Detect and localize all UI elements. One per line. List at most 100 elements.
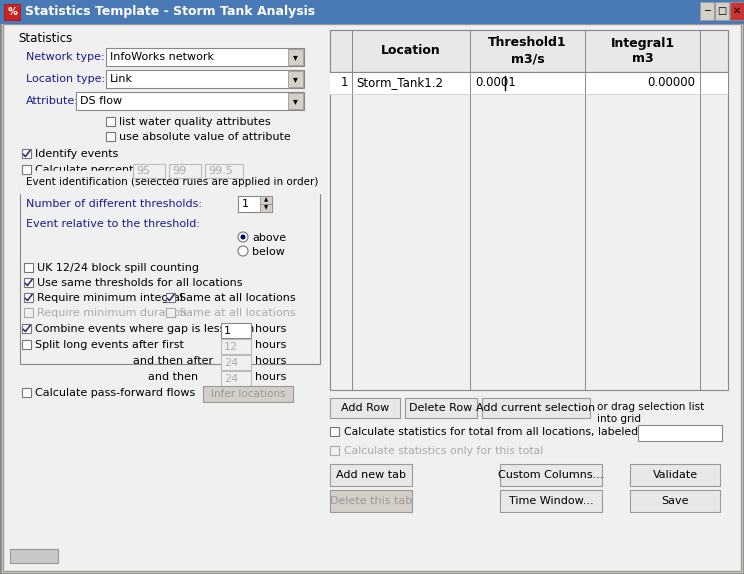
- Text: 95: 95: [136, 166, 150, 176]
- Text: Event identification (selected rules are applied in order): Event identification (selected rules are…: [26, 177, 318, 187]
- Text: 1: 1: [224, 325, 231, 335]
- Bar: [24, 293, 33, 302]
- Text: Time Window...: Time Window...: [509, 496, 593, 506]
- Text: DS flow: DS flow: [80, 96, 122, 106]
- Text: 24: 24: [224, 374, 238, 383]
- Text: below: below: [252, 247, 285, 257]
- Bar: [76, 92, 304, 110]
- Text: 1: 1: [341, 76, 348, 90]
- Text: Infer locations: Infer locations: [211, 389, 285, 399]
- Text: and then: and then: [148, 372, 198, 382]
- Text: 99.5: 99.5: [208, 166, 233, 176]
- Text: 0.0001: 0.0001: [475, 76, 516, 90]
- Text: or drag selection list
into grid: or drag selection list into grid: [597, 402, 705, 424]
- Bar: [10, 549, 58, 563]
- Bar: [24, 263, 33, 272]
- Text: Add new tab: Add new tab: [336, 470, 406, 480]
- Bar: [106, 70, 304, 88]
- Bar: [730, 2, 744, 20]
- Text: above: above: [252, 233, 286, 243]
- Text: ▼: ▼: [264, 205, 268, 211]
- Text: UK 12/24 block spill counting: UK 12/24 block spill counting: [37, 263, 199, 273]
- Bar: [405, 398, 477, 418]
- Text: Validate: Validate: [652, 470, 698, 480]
- Bar: [221, 371, 251, 386]
- Text: Event relative to the threshold:: Event relative to the threshold:: [26, 219, 200, 229]
- Bar: [221, 355, 251, 370]
- Bar: [330, 490, 412, 512]
- Bar: [500, 464, 602, 486]
- Text: Threshold1
m3/s: Threshold1 m3/s: [488, 37, 567, 65]
- Text: Combine events where gap is less than: Combine events where gap is less than: [35, 324, 254, 334]
- Text: InfoWorks network: InfoWorks network: [110, 52, 214, 62]
- Text: Identify events: Identify events: [35, 149, 118, 159]
- Text: Add Row: Add Row: [341, 403, 389, 413]
- Bar: [260, 196, 272, 204]
- Bar: [22, 324, 31, 333]
- Bar: [24, 278, 33, 287]
- Circle shape: [238, 232, 248, 242]
- Bar: [203, 386, 293, 402]
- Text: and then after: and then after: [133, 356, 213, 366]
- Bar: [500, 490, 602, 512]
- Bar: [288, 71, 303, 87]
- Text: 1: 1: [242, 199, 249, 209]
- Text: Link: Link: [110, 74, 133, 84]
- Bar: [221, 339, 251, 354]
- Text: ▾: ▾: [293, 96, 298, 107]
- Text: Add current selection: Add current selection: [476, 403, 595, 413]
- Text: Custom Columns...: Custom Columns...: [498, 470, 603, 480]
- Bar: [330, 30, 728, 72]
- Text: Calculate percentiles:: Calculate percentiles:: [35, 165, 156, 175]
- Text: hours: hours: [255, 372, 286, 382]
- Bar: [22, 388, 31, 397]
- Text: Statistics: Statistics: [18, 32, 72, 45]
- Bar: [700, 2, 714, 20]
- Text: Require minimum integral: Require minimum integral: [37, 293, 183, 303]
- Text: hours: hours: [255, 324, 286, 334]
- Bar: [330, 446, 339, 455]
- Text: Number of different thresholds:: Number of different thresholds:: [26, 199, 202, 209]
- Bar: [630, 464, 720, 486]
- Bar: [133, 164, 165, 178]
- Text: Delete Row: Delete Row: [409, 403, 472, 413]
- Text: Network type:: Network type:: [26, 52, 105, 62]
- Text: use absolute value of attribute: use absolute value of attribute: [119, 132, 291, 142]
- Text: Attribute:: Attribute:: [26, 96, 79, 106]
- Text: 24: 24: [224, 358, 238, 367]
- Text: Calculate pass-forward flows: Calculate pass-forward flows: [35, 388, 195, 398]
- Text: Same at all locations: Same at all locations: [179, 293, 295, 303]
- Bar: [169, 164, 201, 178]
- Circle shape: [238, 246, 248, 256]
- Text: Split long events after first: Split long events after first: [35, 340, 184, 350]
- Text: %: %: [7, 7, 17, 17]
- Text: Delete this tab: Delete this tab: [330, 496, 412, 506]
- Text: □: □: [717, 6, 727, 16]
- Bar: [638, 425, 722, 441]
- Bar: [22, 149, 31, 158]
- Text: Save: Save: [661, 496, 689, 506]
- Text: 0.00000: 0.00000: [647, 76, 695, 90]
- Text: Use same thresholds for all locations: Use same thresholds for all locations: [37, 278, 243, 288]
- Bar: [330, 72, 728, 94]
- Text: Same at all locations: Same at all locations: [179, 308, 295, 318]
- Bar: [330, 464, 412, 486]
- Text: Calculate statistics only for this total: Calculate statistics only for this total: [344, 446, 543, 456]
- Text: ▲: ▲: [264, 197, 268, 203]
- Text: Location type:: Location type:: [26, 74, 105, 84]
- Bar: [166, 308, 175, 317]
- Bar: [166, 293, 175, 302]
- Text: Require minimum duration: Require minimum duration: [37, 308, 187, 318]
- Bar: [4, 4, 20, 20]
- Bar: [20, 182, 320, 364]
- Text: Integral1
m3: Integral1 m3: [610, 37, 675, 65]
- Bar: [22, 165, 31, 174]
- Bar: [0, 0, 744, 24]
- Circle shape: [240, 235, 246, 239]
- Bar: [106, 117, 115, 126]
- Bar: [260, 204, 272, 212]
- Bar: [330, 398, 400, 418]
- Bar: [715, 2, 729, 20]
- Bar: [482, 398, 590, 418]
- Text: Location: Location: [381, 45, 441, 57]
